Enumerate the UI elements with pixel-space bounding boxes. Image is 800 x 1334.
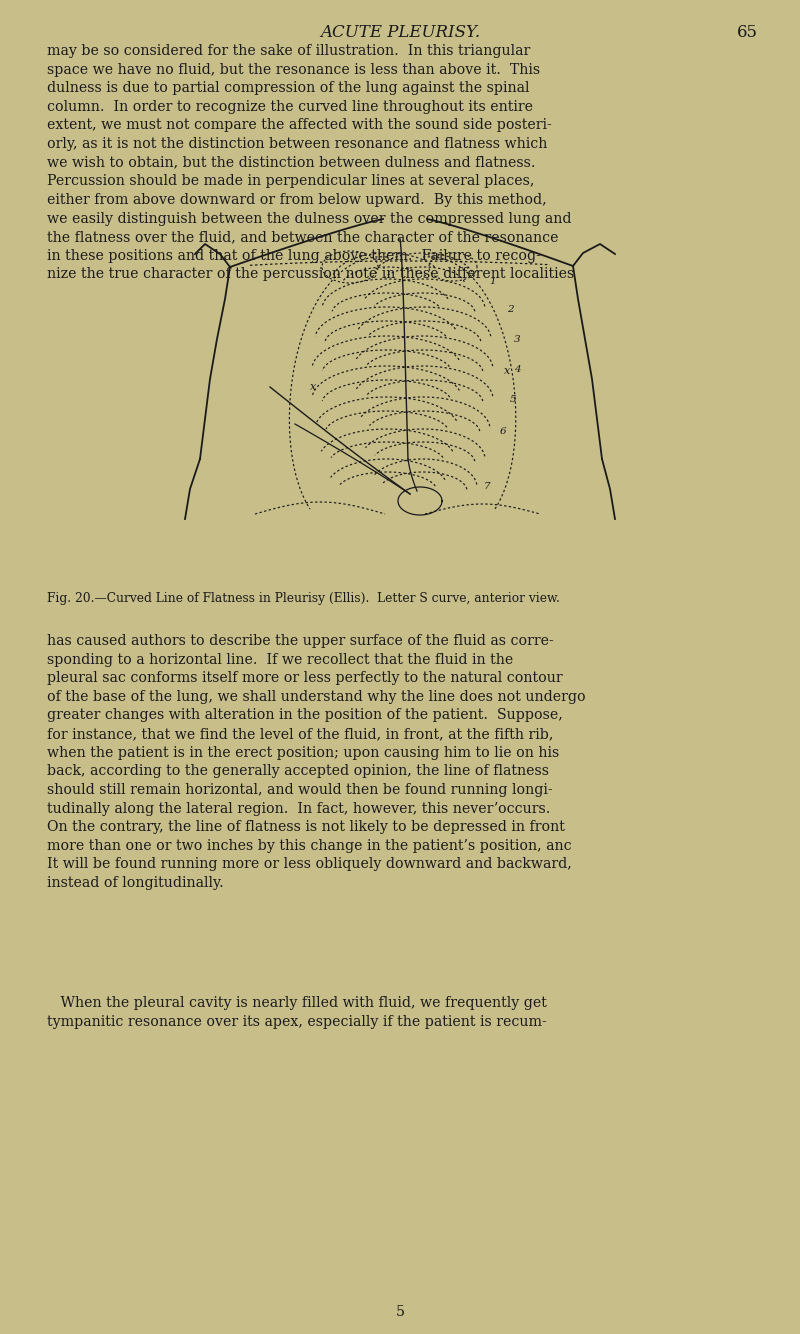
Text: x: x [504, 366, 510, 376]
Text: 7: 7 [484, 483, 490, 491]
Text: 2: 2 [506, 304, 514, 313]
Text: 6: 6 [500, 427, 506, 435]
Text: 3: 3 [514, 335, 520, 343]
Text: 1: 1 [490, 276, 496, 285]
Text: 5: 5 [510, 395, 516, 403]
Text: has caused authors to describe the upper surface of the fluid as corre-
sponding: has caused authors to describe the upper… [47, 634, 586, 890]
Text: x: x [310, 382, 316, 392]
Text: 4: 4 [514, 364, 520, 374]
Text: 5: 5 [395, 1305, 405, 1319]
Text: When the pleural cavity is nearly filled with fluid, we frequently get
tympaniti: When the pleural cavity is nearly filled… [47, 996, 547, 1029]
Text: may be so considered for the sake of illustration.  In this triangular
space we : may be so considered for the sake of ill… [47, 44, 574, 281]
Text: Fig. 20.—Curved Line of Flatness in Pleurisy (Ellis).  Letter S curve, anterior : Fig. 20.—Curved Line of Flatness in Pleu… [47, 592, 560, 606]
Text: 65: 65 [737, 24, 758, 41]
Text: ACUTE PLEURISY.: ACUTE PLEURISY. [320, 24, 480, 41]
